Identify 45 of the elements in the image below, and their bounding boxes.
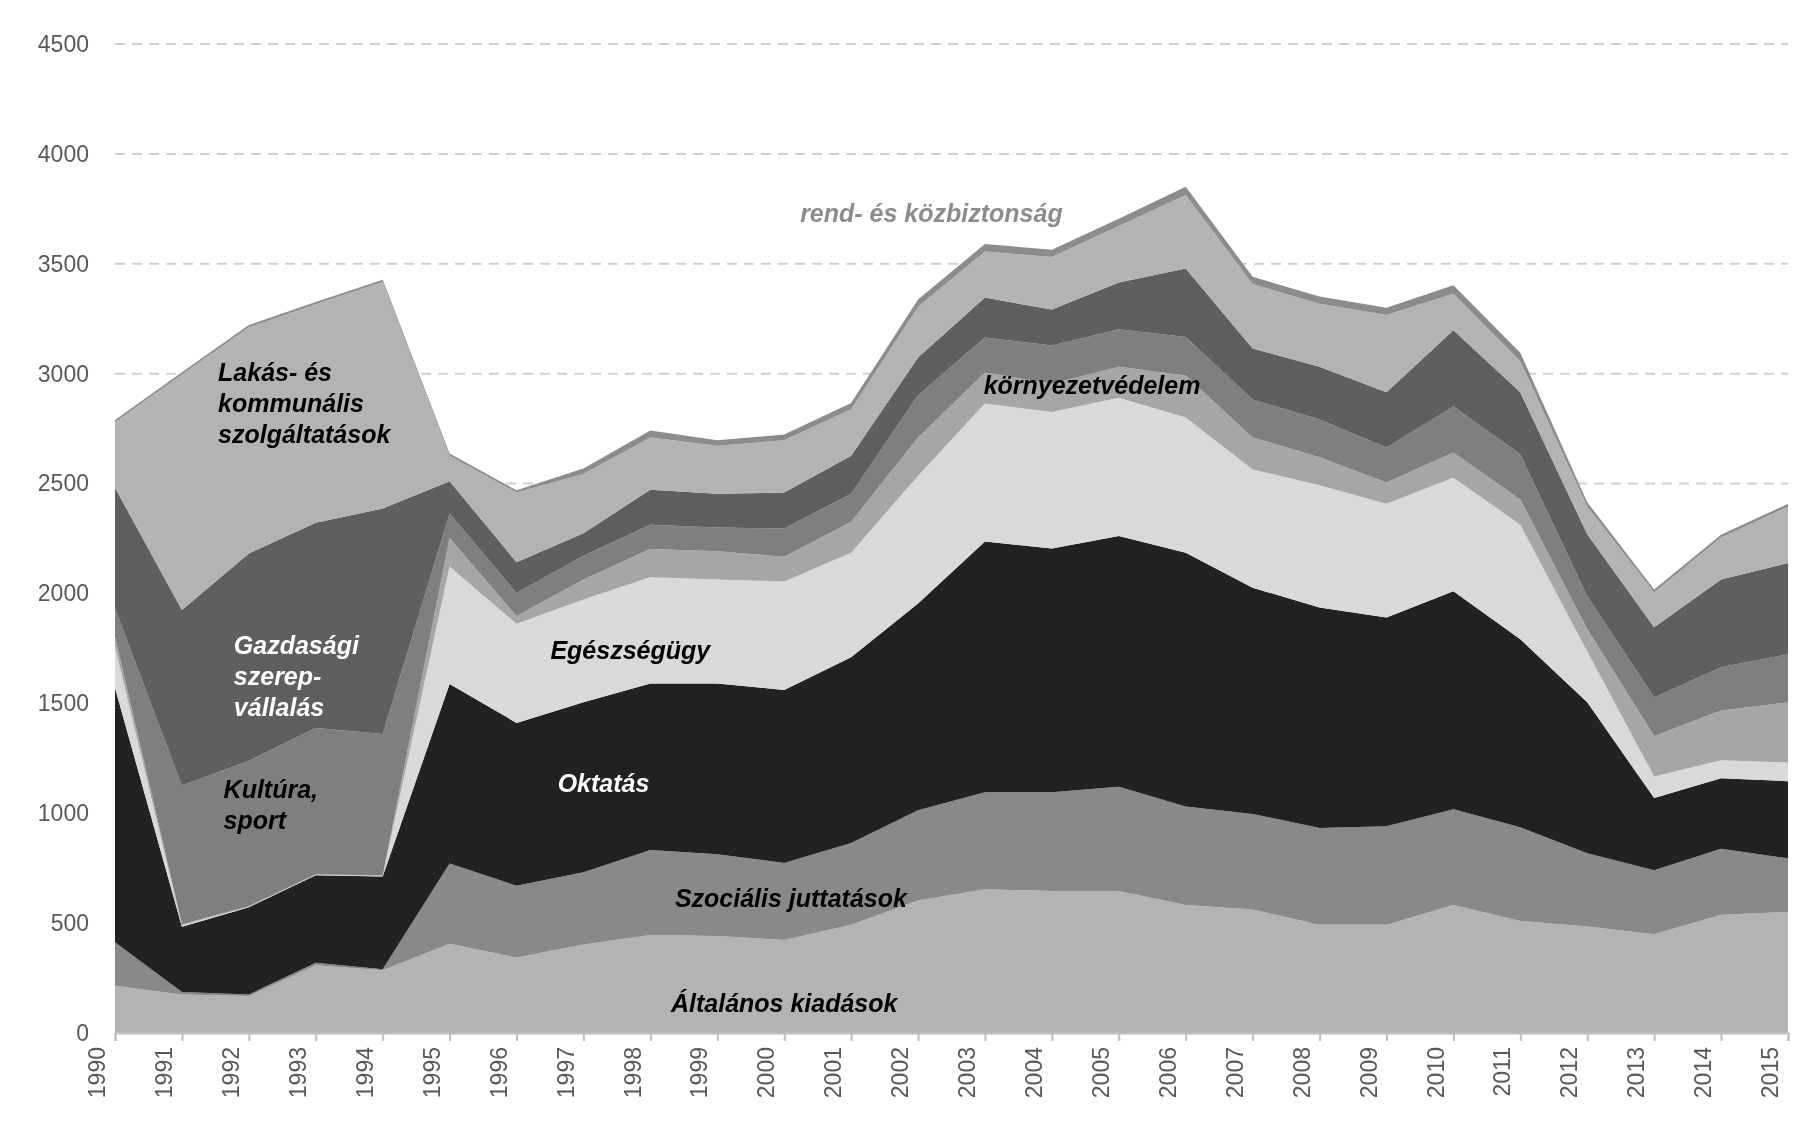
x-tick-label: 1996 <box>485 1047 512 1099</box>
series-label: Általános kiadások <box>669 988 899 1017</box>
y-tick-label: 2000 <box>37 580 89 607</box>
x-tick-label: 1992 <box>217 1047 244 1099</box>
series-label: Egészségügy <box>550 635 712 664</box>
y-tick-label: 500 <box>50 909 89 936</box>
series-label: Gazdasági szerep-vállalás <box>233 630 360 721</box>
x-tick-label: 1994 <box>351 1046 378 1099</box>
x-tick-label: 2002 <box>887 1047 914 1099</box>
series-label: Lakás- és kommunális szolgáltatások <box>218 357 392 448</box>
x-tick-label: 2012 <box>1556 1047 1583 1099</box>
x-tick-label: 2006 <box>1154 1047 1181 1099</box>
x-tick-label: 1997 <box>552 1047 579 1099</box>
x-tick-label: 2000 <box>753 1047 780 1099</box>
x-tick-label: 1991 <box>151 1047 178 1099</box>
y-tick-label: 4000 <box>37 140 89 167</box>
x-tick-label: 2001 <box>820 1047 847 1099</box>
x-tick-label: 2007 <box>1221 1047 1248 1099</box>
series-label: környezetvédelem <box>983 370 1201 399</box>
x-tick-label: 2004 <box>1021 1046 1048 1099</box>
y-tick-label: 4500 <box>37 30 89 57</box>
x-tick-label: 2005 <box>1087 1047 1114 1099</box>
y-tick-label: 3000 <box>37 360 89 387</box>
y-tick-label: 1500 <box>37 690 89 717</box>
x-tick-label: 2011 <box>1489 1047 1516 1097</box>
x-tick-label: 2015 <box>1757 1047 1784 1099</box>
x-tick-label: 2008 <box>1288 1047 1315 1099</box>
y-tick-label: 2500 <box>37 470 89 497</box>
x-tick-label: 1998 <box>619 1047 646 1099</box>
x-tick-label: 1995 <box>418 1047 445 1099</box>
x-tick-label: 2003 <box>954 1047 981 1099</box>
x-tick-label: 2010 <box>1422 1047 1449 1099</box>
y-tick-label: 1000 <box>37 800 89 827</box>
x-tick-label: 2009 <box>1355 1047 1382 1099</box>
series-label: Szociális juttatások <box>674 883 908 912</box>
x-tick-label: 2013 <box>1623 1047 1650 1099</box>
x-tick-label: 1990 <box>84 1047 111 1099</box>
y-tick-label: 3500 <box>37 250 89 277</box>
series-label: Kultúra, sport <box>223 774 319 834</box>
x-tick-label: 1993 <box>284 1047 311 1099</box>
y-tick-label: 0 <box>76 1019 89 1046</box>
x-tick-label: 1999 <box>686 1047 713 1099</box>
series-label: Oktatás <box>557 768 650 797</box>
series-label: rend- és közbiztonság <box>800 198 1063 227</box>
x-tick-label: 2014 <box>1690 1046 1717 1099</box>
